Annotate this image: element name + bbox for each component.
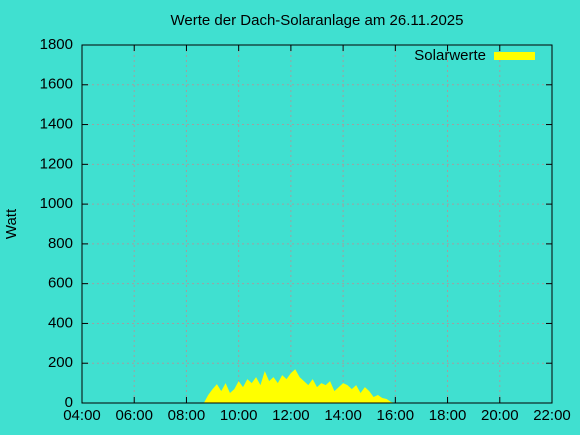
legend-label: Solarwerte [414,47,486,64]
y-tick-label: 1000 [40,195,73,212]
x-tick-label: 10:00 [220,407,258,424]
legend-swatch [494,52,535,60]
y-tick-label: 200 [48,354,73,371]
x-tick-label: 14:00 [324,407,362,424]
x-tick-label: 20:00 [481,407,519,424]
y-tick-label: 800 [48,235,73,252]
x-tick-label: 22:00 [533,407,571,424]
y-axis-label: Watt [3,208,20,239]
y-tick-label: 1600 [40,76,73,93]
x-tick-label: 04:00 [63,407,101,424]
y-tick-label: 400 [48,314,73,331]
area [203,369,396,403]
plot-border [81,44,553,404]
y-tick-label: 1200 [40,155,73,172]
x-tick-label: 16:00 [377,407,415,424]
x-tick-label: 12:00 [272,407,310,424]
y-tick-label: 600 [48,275,73,292]
x-tick-label: 18:00 [429,407,467,424]
y-tick-label: 0 [65,394,73,411]
chart-title: Werte der Dach-Solaranlage am 26.11.2025 [171,12,464,29]
x-tick-label: 08:00 [168,407,206,424]
y-tick-label: 1800 [40,36,73,53]
x-tick-label: 06:00 [115,407,153,424]
y-tick-label: 1400 [40,116,73,133]
